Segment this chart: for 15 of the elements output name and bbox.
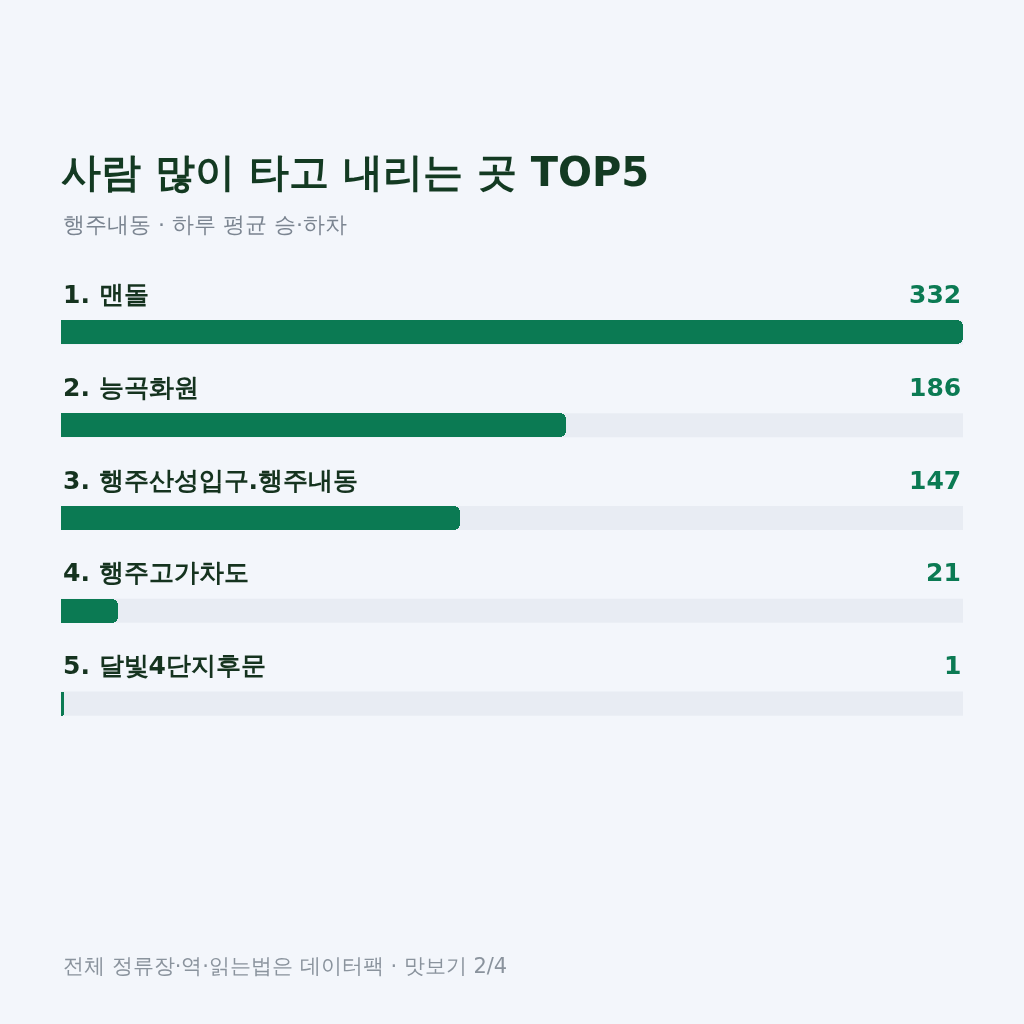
data-label: 186 [909, 373, 962, 402]
y-tick-label: 3. 행주산성입구.행주내동 [63, 466, 359, 495]
data-label: 1 [944, 651, 962, 680]
y-tick-label: 4. 행주고가차도 [63, 558, 249, 587]
y-tick-label: 1. 맨돌 [63, 280, 149, 309]
chart-subtitle: 행주내동 · 하루 평균 승·하차 [63, 212, 347, 237]
y-tick-label: 2. 능곡화원 [63, 373, 199, 402]
chart-title: 사람 많이 타고 내리는 곳 TOP5 [61, 149, 650, 195]
bar [61, 692, 64, 716]
bar [61, 599, 118, 623]
y-tick-label: 5. 달빛4단지후문 [63, 651, 266, 680]
data-label: 147 [909, 466, 962, 495]
data-label: 21 [926, 558, 961, 587]
text: 전체 정류장·역·읽는법은 데이터팩 · 맛보기 2/4 [63, 954, 508, 978]
data-label: 332 [909, 280, 962, 309]
